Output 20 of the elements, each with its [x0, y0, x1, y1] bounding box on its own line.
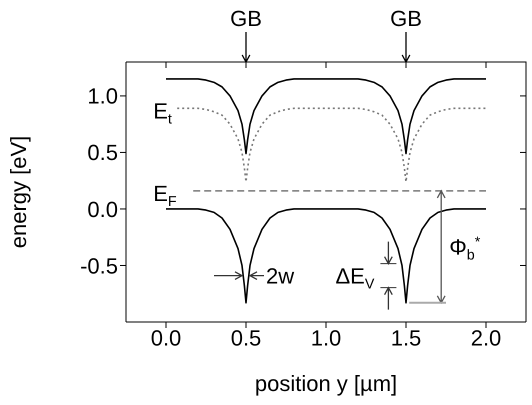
line-series	[165, 208, 487, 304]
y-axis-title: energy [eV]	[6, 136, 31, 248]
annotation: 2w	[266, 264, 294, 289]
y-tick-label: 0.0	[87, 196, 118, 222]
y-tick-label: 0.5	[87, 140, 118, 166]
x-tick-label: 1.5	[390, 326, 422, 351]
text: GB	[390, 6, 422, 31]
x-tick-label: 2.0	[470, 326, 502, 351]
annotation: E$_{F}$	[153, 180, 177, 210]
line-series	[176, 108, 487, 183]
annotation: E$_{t}$	[153, 98, 172, 128]
y-tick-label: 1.0	[87, 84, 118, 109]
y-tick-label: -0.5	[80, 253, 118, 278]
x-axis-title: position y [µm]	[254, 371, 398, 396]
x-tick-label: 0.5	[230, 326, 262, 351]
x-tick-label: 1.0	[310, 326, 342, 351]
text: GB	[230, 6, 262, 31]
annotation: ΔE$_{V}$	[335, 264, 375, 293]
x-tick-label: 0.0	[150, 326, 182, 351]
line-series	[165, 78, 487, 154]
